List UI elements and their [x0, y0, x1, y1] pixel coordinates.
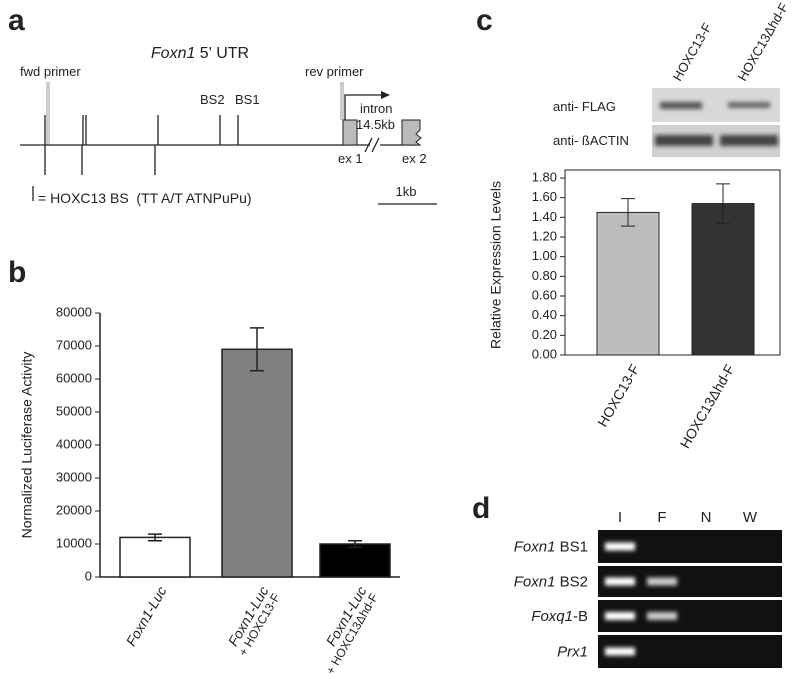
x-tick-label: HOXC13Δhd-F: [677, 362, 738, 452]
y-axis-label: Relative Expression Levels: [488, 181, 504, 349]
legend: = HOXC13 BS (TT A/T ATNPuPu): [38, 190, 252, 206]
title-rest: 5' UTR: [195, 45, 249, 62]
bar: [691, 203, 755, 356]
band: [720, 135, 778, 146]
panel-letter: d: [472, 492, 490, 525]
bar: [119, 536, 191, 578]
y-tick-label: 20000: [56, 502, 92, 517]
gene: Foxn1: [514, 539, 556, 556]
panel-letter: b: [8, 256, 26, 289]
scale-label: 1kb: [396, 184, 417, 199]
lane-label: HOXC13Δhd-F: [735, 0, 792, 83]
label: 14.5kb: [356, 117, 395, 132]
arrowhead: [381, 91, 390, 99]
primer: [46, 82, 50, 145]
y-tick-label: 30000: [56, 469, 92, 484]
bar: [221, 348, 293, 578]
band: [728, 102, 770, 108]
error-bar: [250, 327, 264, 372]
bar: [319, 543, 391, 578]
y-tick-label: 70000: [56, 337, 92, 352]
category-label: HOXC13-F: [594, 362, 642, 430]
lane-label: F: [657, 509, 666, 526]
arrow: [344, 94, 382, 120]
error-bar: [148, 533, 162, 542]
category-label: Foxn1-Luc+ HOXC13-F: [225, 584, 283, 659]
row-label: Prx1: [557, 644, 588, 661]
category-label: Foxn1-Luc: [123, 584, 170, 649]
gene: Foxn1: [514, 574, 556, 591]
plot-frame: [564, 169, 781, 356]
primer: [340, 82, 344, 120]
suffix: -B: [573, 608, 588, 625]
row-label: Foxn1 BS1: [514, 539, 588, 556]
gene: Prx1: [557, 644, 588, 661]
y-tick-label: 1.40: [532, 209, 557, 224]
y-tick-label: 1.20: [532, 228, 557, 243]
error-bar: [348, 539, 362, 549]
band: [605, 647, 635, 656]
y-tick-label: 0.40: [532, 307, 557, 322]
panel-letter: c: [476, 4, 493, 37]
lane-label: HOXC13-F: [670, 20, 715, 83]
blot: anti- FLAG anti- ßACTIN HOXC13-F HOXC13Δ…: [553, 0, 791, 157]
y-tick-label: 10000: [56, 535, 92, 550]
break: [364, 137, 380, 153]
bar: [596, 211, 660, 356]
suffix: BS1: [555, 539, 588, 556]
lane-label: N: [701, 509, 712, 526]
label: ex 1: [338, 151, 363, 166]
band: [647, 612, 677, 620]
gene: Foxn1: [151, 45, 195, 62]
band: [660, 102, 702, 109]
band: [655, 135, 713, 146]
y-tick-label: 0: [85, 568, 92, 583]
row-label: Foxq1-B: [531, 608, 588, 625]
band: [605, 542, 635, 551]
exon: [401, 119, 422, 146]
label: ex 2: [402, 151, 427, 166]
y-tick-label: 60000: [56, 370, 92, 385]
label: BS2: [200, 92, 225, 107]
y-tick-label: 50000: [56, 403, 92, 418]
suffix: BS2: [555, 574, 588, 591]
y-tick-label: 1.00: [532, 248, 557, 263]
y-tick-label: 80000: [56, 304, 92, 319]
gene: Foxq1: [531, 608, 573, 625]
lane-label: W: [743, 509, 758, 526]
y-tick-label: 0.20: [532, 327, 557, 342]
label: rev primer: [305, 64, 364, 79]
panel-a: a Foxn1 5' UTR fwd primer rev primer BS2…: [8, 4, 437, 206]
error-bar: [621, 198, 635, 227]
x-tick-label: HOXC13-F: [594, 362, 642, 430]
binding-sites: [44, 115, 239, 175]
y-axis-label: Normalized Luciferase Activity: [19, 352, 35, 539]
y-tick-label: 40000: [56, 436, 92, 451]
label: BS1: [235, 92, 260, 107]
category-label: HOXC13Δhd-F: [677, 362, 738, 452]
y-tick-label: 0.00: [532, 346, 557, 361]
exon: [342, 119, 358, 146]
band: [647, 577, 677, 586]
y-tick-label: 0.60: [532, 287, 557, 302]
lane-label: I: [618, 509, 622, 526]
band: [605, 577, 635, 586]
title: Foxn1 5' UTR: [151, 45, 249, 62]
band: [605, 612, 635, 620]
x-tick-label: Foxn1-Luc: [123, 584, 170, 649]
error-bar: [716, 183, 730, 224]
y-tick-label: 1.80: [532, 169, 557, 184]
row-label: anti- ßACTIN: [553, 133, 629, 148]
row-label: anti- FLAG: [553, 99, 616, 114]
y-tick-label: 1.60: [532, 189, 557, 204]
label: fwd primer: [20, 64, 81, 79]
row-label: Foxn1 BS2: [514, 574, 588, 591]
panel-letter: a: [8, 4, 25, 37]
y-tick-label: 0.80: [532, 268, 557, 283]
label: intron: [360, 101, 393, 116]
category-label: Foxn1-Luc+ HOXC13Δhd-F: [323, 584, 381, 677]
